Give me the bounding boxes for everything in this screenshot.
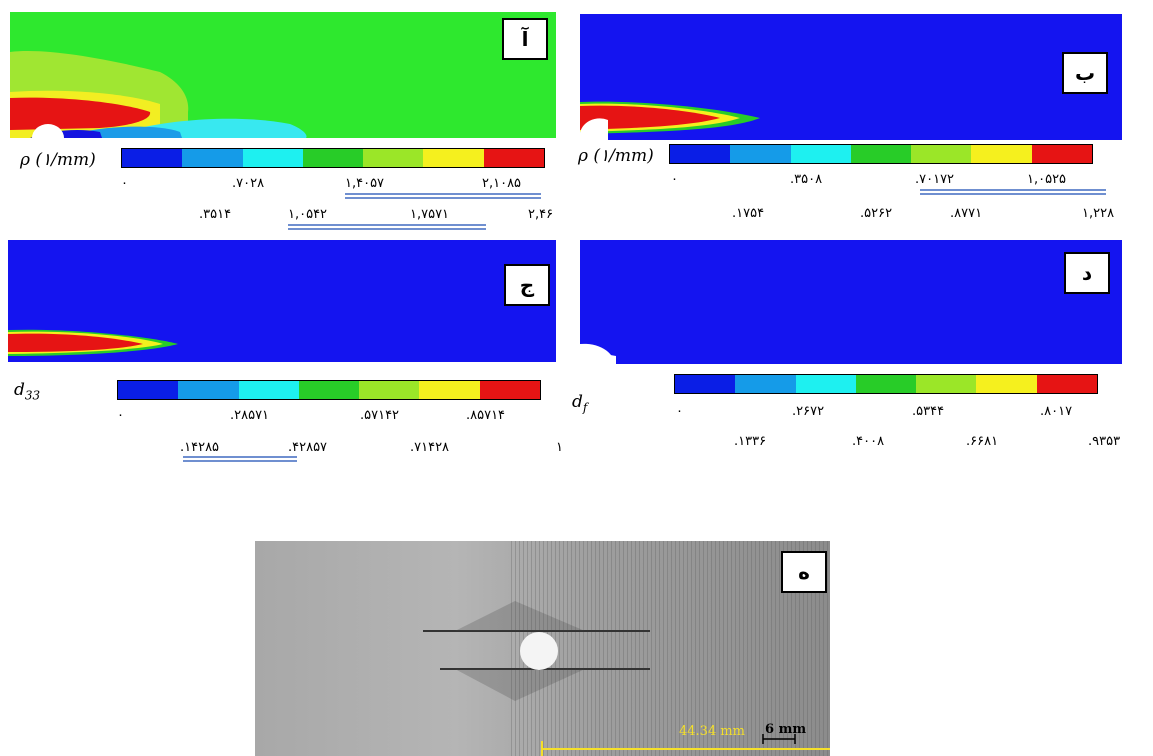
panel-e-measure: 44.34 mm	[679, 724, 746, 739]
panel-b-tick: .۵۲۶۲	[860, 206, 893, 221]
panel-d-tick: ۰	[676, 404, 683, 419]
colorbar-swatch	[182, 149, 243, 167]
colorbar-swatch	[730, 145, 791, 163]
colorbar-swatch	[298, 381, 360, 399]
panel-d-quantity: df	[572, 392, 588, 415]
colorbar-swatch	[1036, 375, 1097, 393]
colorbar-swatch	[238, 381, 299, 399]
panel-b-colorbar	[669, 144, 1093, 164]
panel-a-underline	[345, 193, 541, 199]
colorbar-swatch	[118, 381, 179, 399]
panel-e-photo: ه 44.34 mm 6 mm	[255, 541, 830, 756]
panel-c-tick: ۰	[117, 408, 124, 423]
colorbar-swatch	[359, 381, 420, 399]
colorbar-swatch	[483, 149, 544, 167]
panel-b-label: ب	[1062, 52, 1108, 94]
panel-b-tick: .۳۵۰۸	[790, 172, 823, 187]
colorbar-swatch	[976, 375, 1037, 393]
panel-d-contour: د	[580, 240, 1122, 364]
colorbar-swatch	[790, 145, 851, 163]
panel-a-tick: .۳۵۱۴	[199, 207, 232, 222]
panel-b-tick: .۸۷۷۱	[950, 206, 983, 221]
panel-b-tick: ۰	[671, 172, 678, 187]
colorbar-swatch	[795, 375, 856, 393]
panel-c-tick: .۱۴۲۸۵	[180, 440, 220, 455]
colorbar-swatch	[302, 149, 364, 167]
panel-a-colorbar	[121, 148, 545, 168]
panel-c-tick: .۵۷۱۴۲	[360, 408, 400, 423]
panel-b-tick: ۱,۲۲۸	[1082, 206, 1115, 221]
colorbar-swatch	[1031, 145, 1092, 163]
panel-c-tick: .۲۸۵۷۱	[230, 408, 270, 423]
colorbar-swatch	[911, 145, 972, 163]
panel-c-tick: .۴۲۸۵۷	[288, 440, 328, 455]
panel-d-label: د	[1064, 252, 1110, 294]
panel-b-tick: ۱,۰۵۲۵	[1027, 172, 1067, 187]
panel-c-label: ج	[504, 264, 550, 306]
colorbar-swatch	[122, 149, 183, 167]
panel-a-quantity: ρ (۱/mm)	[20, 150, 96, 170]
panel-a-tick: ۲,۴۶	[528, 207, 554, 222]
panel-a-tick: .۷۰۲۸	[232, 176, 265, 191]
panel-d-tick: .۵۳۴۴	[912, 404, 945, 419]
panel-a-tick: ۱,۴۰۵۷	[345, 176, 385, 191]
colorbar-swatch	[916, 375, 977, 393]
panel-d-colorbar	[674, 374, 1098, 394]
panel-c-tick: .۸۵۷۱۴	[466, 408, 506, 423]
panel-c-underline	[183, 456, 297, 462]
colorbar-swatch	[735, 375, 796, 393]
panel-a-tick: ۲,۱۰۸۵	[482, 176, 522, 191]
colorbar-swatch	[670, 145, 731, 163]
panel-c-colorbar	[117, 380, 541, 400]
colorbar-swatch	[419, 381, 480, 399]
panel-b-tick: .۷۰۱۷۲	[915, 172, 955, 187]
panel-d-tick: .۸۰۱۷	[1040, 404, 1073, 419]
panel-d-tick: .۹۳۵۳	[1088, 434, 1121, 449]
panel-e-label: ه	[781, 551, 827, 593]
panel-d-tick: .۴۰۰۸	[852, 434, 885, 449]
colorbar-swatch	[850, 145, 912, 163]
colorbar-swatch	[971, 145, 1032, 163]
colorbar-swatch	[675, 375, 736, 393]
colorbar-swatch	[178, 381, 239, 399]
colorbar-swatch	[855, 375, 917, 393]
panel-a-label: آ	[502, 18, 548, 60]
panel-b-contour: ب	[580, 14, 1122, 140]
colorbar-swatch	[242, 149, 303, 167]
panel-b-tick: .۱۷۵۴	[732, 206, 765, 221]
panel-a-tick: ۰	[121, 176, 128, 191]
panel-c-quantity: d33	[14, 380, 41, 403]
panel-b-quantity: ρ (۱/mm)	[578, 146, 654, 166]
panel-c-contour: ج	[8, 240, 556, 362]
panel-a-tick: ۱,۰۵۴۲	[288, 207, 328, 222]
panel-e-scale: 6 mm	[765, 722, 807, 737]
panel-c-tick: ۱	[556, 440, 563, 455]
panel-a-contour: آ	[10, 12, 556, 138]
colorbar-swatch	[363, 149, 424, 167]
colorbar-swatch	[423, 149, 484, 167]
panel-a-tick: ۱,۷۵۷۱	[410, 207, 450, 222]
panel-b-underline	[920, 189, 1106, 195]
panel-d-tick: .۱۳۳۶	[734, 434, 767, 449]
panel-d-tick: .۲۶۷۲	[792, 404, 825, 419]
panel-d-tick: .۶۶۸۱	[966, 434, 999, 449]
panel-a-underline	[288, 224, 486, 230]
colorbar-swatch	[479, 381, 540, 399]
panel-c-tick: .۷۱۴۲۸	[410, 440, 450, 455]
